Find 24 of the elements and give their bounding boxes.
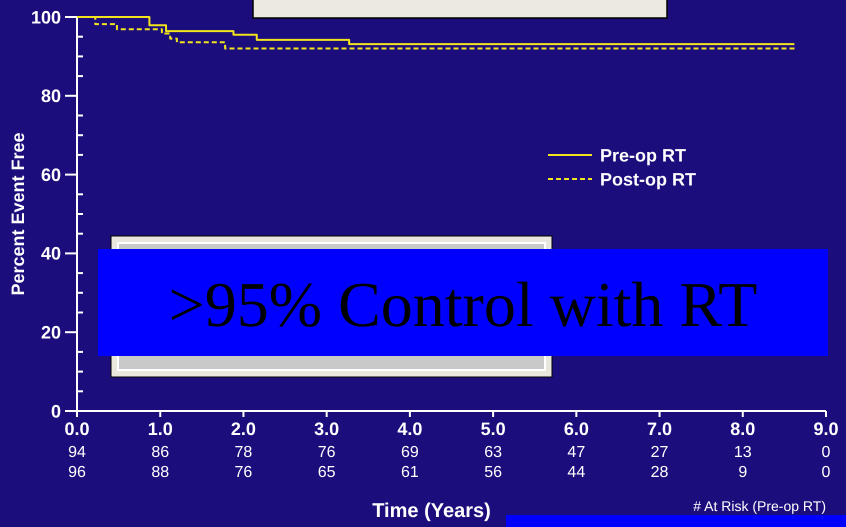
x-tick-label: 2.0: [230, 419, 256, 439]
x-axis-title: Time (Years): [372, 500, 491, 522]
y-tick-label: 0: [50, 401, 61, 422]
x-tick-label: 3.0: [314, 419, 340, 439]
x-tick-label: 1.0: [148, 419, 173, 439]
x-tick-label: 5.0: [480, 419, 506, 439]
y-tick-label: 80: [40, 86, 61, 106]
text: # At Risk (Pre-op RT): [693, 498, 826, 514]
x-tick-label: 7.0: [647, 419, 672, 439]
y-axis-title: Percent Event Free: [8, 132, 28, 296]
y-tick-label: 60: [40, 164, 61, 185]
legend-label: Pre-op RT: [600, 145, 686, 166]
x-tick-label: 0.0: [64, 419, 90, 439]
x-tick-label: 8.0: [730, 419, 756, 439]
text: 94 86 78 76 69 63 47 27 13 0: [68, 444, 830, 461]
annotation: >95% Control with RT: [168, 269, 758, 340]
legend-label: Post-op RT: [600, 169, 696, 190]
x-tick-label: 9.0: [813, 419, 839, 439]
x-tick-label: 6.0: [564, 419, 589, 439]
text: 96 88 76 65 61 56 44 28 9 0: [68, 464, 830, 481]
y-tick-label: 40: [40, 244, 61, 264]
x-tick-label: 4.0: [397, 419, 422, 439]
y-tick-label: 20: [40, 322, 61, 342]
y-tick-label: 100: [30, 7, 61, 28]
